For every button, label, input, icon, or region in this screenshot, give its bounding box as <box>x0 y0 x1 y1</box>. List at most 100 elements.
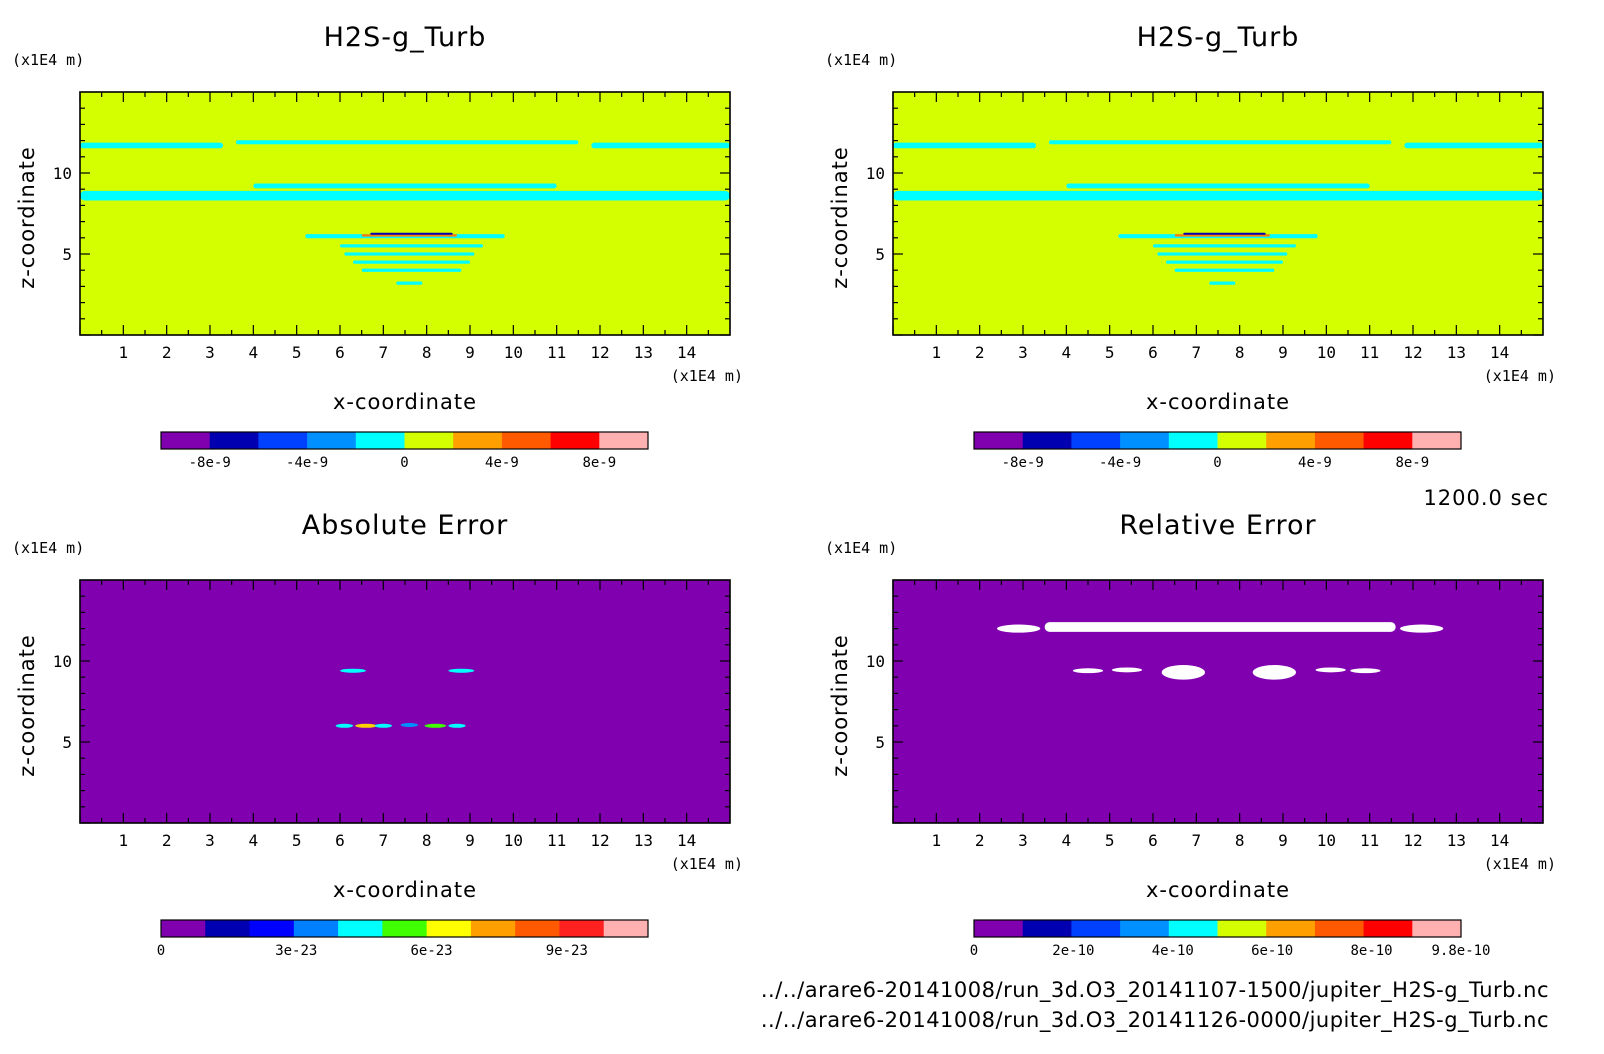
chart-title: Absolute Error <box>302 510 508 541</box>
contour-band <box>1166 260 1283 264</box>
contour-band <box>344 252 475 256</box>
colorbar-swatch <box>293 920 339 937</box>
colorbar-tick-label: 0 <box>1213 455 1221 471</box>
x-tick-label: 12 <box>1403 831 1422 850</box>
plot-area <box>893 92 1543 335</box>
colorbar-tick-label: 4e-9 <box>1298 455 1332 471</box>
x-tick-label: 4 <box>249 831 259 850</box>
contour-band <box>361 234 457 237</box>
colorbar-swatch <box>426 920 472 937</box>
x-tick-label: 14 <box>1490 831 1509 850</box>
y-unit-label: (x1E4 m) <box>12 51 84 69</box>
contour-blob <box>448 668 475 673</box>
contour-band <box>1404 142 1543 149</box>
chart-panel-1: H2S-g_Turb(x1E4 m)1 2 3 4 5 6 7 8 9 10 11 12 13 14510… <box>12 22 743 471</box>
colorbar-swatch <box>161 920 206 937</box>
contour-band <box>353 260 470 264</box>
colorbar-tick-label: -4e-9 <box>286 455 328 471</box>
colorbar-swatch <box>550 432 600 449</box>
contour-band <box>340 244 483 248</box>
colorbar-tick-label: 6e-23 <box>410 943 452 959</box>
x-tick-label: 5 <box>1105 343 1115 362</box>
x-tick-label: 3 <box>205 343 215 362</box>
y-tick-label: 5 <box>62 733 72 752</box>
y-unit-label: (x1E4 m) <box>825 539 897 557</box>
contour-band <box>236 140 579 145</box>
contour-blob <box>448 723 466 728</box>
x-tick-label: 9 <box>1278 831 1288 850</box>
x-tick-label: 12 <box>1403 343 1422 362</box>
colorbar-tick-label: 8e-9 <box>582 455 616 471</box>
contour-band <box>1183 232 1266 235</box>
contour-band <box>591 142 730 149</box>
colorbar-swatch <box>1071 920 1121 937</box>
colorbar-swatch <box>1120 432 1170 449</box>
x-tick-label: 3 <box>205 831 215 850</box>
colorbar-swatch <box>501 432 552 449</box>
colorbar-swatch <box>161 432 211 449</box>
x-unit-label: (x1E4 m) <box>671 367 743 385</box>
contour-band <box>1157 252 1288 256</box>
y-tick-label: 5 <box>875 733 885 752</box>
colorbar-tick-label: 3e-23 <box>275 943 317 959</box>
x-tick-label: 11 <box>1360 831 1379 850</box>
colorbar-swatch <box>1022 920 1072 937</box>
x-tick-label: 13 <box>634 831 653 850</box>
x-tick-label: 8 <box>422 831 432 850</box>
x-tick-label: 2 <box>162 343 172 362</box>
contour-band <box>1174 268 1275 272</box>
x-tick-label: 10 <box>504 831 523 850</box>
x-tick-label: 10 <box>504 343 523 362</box>
y-axis-label: z-coordinate <box>15 146 39 289</box>
x-tick-label: 2 <box>162 831 172 850</box>
contour-band <box>253 183 557 189</box>
contour-band <box>893 142 1036 149</box>
colorbar-swatch <box>1412 920 1462 937</box>
colorbar-swatch <box>307 432 357 449</box>
y-unit-label: (x1E4 m) <box>825 51 897 69</box>
x-unit-label: (x1E4 m) <box>671 855 743 873</box>
contour-band <box>1174 234 1270 237</box>
contour-blob <box>1252 665 1297 680</box>
y-tick-label: 5 <box>875 245 885 264</box>
x-tick-label: 5 <box>292 831 302 850</box>
contour-blob <box>374 723 393 728</box>
x-tick-label: 1 <box>119 831 129 850</box>
colorbar-tick-label: 4e-9 <box>485 455 519 471</box>
colorbar-tick-label: 6e-10 <box>1251 943 1293 959</box>
colorbar-swatch <box>1217 432 1267 449</box>
colorbar-tick-label: 8e-9 <box>1395 455 1429 471</box>
contour-band <box>370 232 453 235</box>
colorbar-swatch <box>205 920 251 937</box>
colorbar-swatch <box>382 920 428 937</box>
colorbar-tick-label: -4e-9 <box>1099 455 1141 471</box>
colorbar-swatch <box>209 432 259 449</box>
x-tick-label: 14 <box>677 343 696 362</box>
contour-band <box>1209 281 1236 285</box>
colorbar-tick-label: 0 <box>157 943 165 959</box>
plot-area <box>893 580 1543 823</box>
x-tick-label: 4 <box>1062 831 1072 850</box>
chart-title: H2S-g_Turb <box>1137 22 1300 53</box>
colorbar-swatch <box>1120 920 1170 937</box>
contour-blob <box>1315 667 1346 673</box>
colorbar-swatch <box>1266 920 1316 937</box>
x-tick-label: 4 <box>1062 343 1072 362</box>
plot-background <box>893 580 1543 823</box>
colorbar-tick-label: -8e-9 <box>1002 455 1044 471</box>
x-axis-label: x-coordinate <box>1146 390 1290 414</box>
plot-background <box>893 92 1543 335</box>
colorbar-swatch <box>599 432 649 449</box>
contour-blob <box>424 723 447 728</box>
y-unit-label: (x1E4 m) <box>12 539 84 557</box>
file-path-2: ../../arare6-20141008/run_3d.O3_20141126… <box>761 1008 1549 1033</box>
contour-band <box>80 190 730 201</box>
colorbar-swatch <box>1168 920 1218 937</box>
plot-background <box>80 580 730 823</box>
colorbar-tick-label: 0 <box>970 943 978 959</box>
plot-background <box>80 92 730 335</box>
x-tick-label: 6 <box>335 831 345 850</box>
colorbar-swatch <box>1363 432 1413 449</box>
x-tick-label: 14 <box>1490 343 1509 362</box>
x-tick-label: 14 <box>677 831 696 850</box>
